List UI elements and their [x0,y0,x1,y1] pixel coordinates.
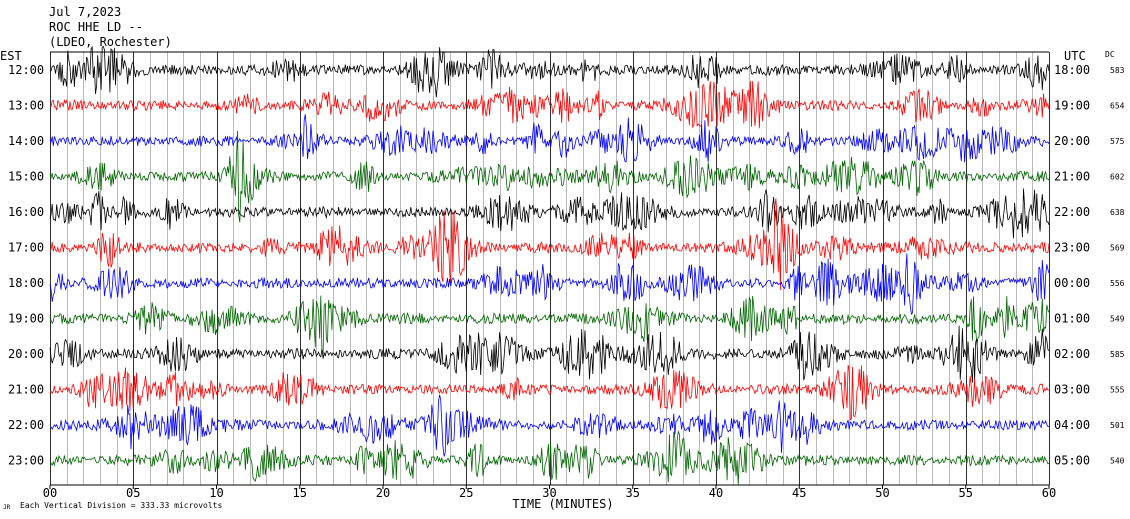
chart-grid [50,51,1050,486]
est-hour-label: 18:00 [8,276,44,290]
utc-hour-label: 03:00 [1054,383,1090,397]
est-hour-label: 23:00 [8,454,44,468]
utc-label: UTC [1064,49,1086,63]
dc-value-label: 602 [1110,173,1125,182]
corner-mark: JR [3,504,11,511]
est-label: EST [0,49,22,63]
trace-2000 [49,325,1050,383]
x-axis-ticks: 00 05 10 15 20 25 30 35 40 45 50 55 60 [43,485,1056,500]
dc-value-label: 638 [1110,208,1125,217]
est-hour-label: 15:00 [8,170,44,184]
x-tick-label: 45 [792,486,806,500]
x-tick-label: 60 [1042,486,1056,500]
est-hour-label: 12:00 [8,63,44,77]
trace-1900 [49,295,1050,354]
x-tick-label: 05 [126,486,140,500]
utc-hour-label: 02:00 [1054,347,1090,361]
trace-1200 [49,45,1050,98]
utc-hour-label: 00:00 [1054,276,1090,290]
x-tick-label: 10 [209,486,223,500]
utc-hour-label: 04:00 [1054,418,1090,432]
trace-1400 [49,114,1050,163]
trace-1800 [49,253,1050,315]
x-axis-label: TIME (MINUTES) [512,497,613,511]
utc-hour-label: 01:00 [1054,312,1090,326]
x-tick-label: 55 [959,486,973,500]
trace-2300 [49,429,1050,485]
trace-group [49,45,1050,485]
dc-value-label: 556 [1110,279,1125,288]
x-tick-label: 25 [459,486,473,500]
est-hour-label: 17:00 [8,241,44,255]
est-hour-label: 16:00 [8,205,44,219]
trace-1500 [49,130,1050,223]
header-date: Jul 7,2023 [49,5,121,19]
x-tick-label: 35 [626,486,640,500]
est-hour-label: 13:00 [8,99,44,113]
est-hour-label: 22:00 [8,418,44,432]
dc-value-label: 555 [1110,386,1125,395]
utc-hour-label: 21:00 [1054,170,1090,184]
x-tick-label: 50 [875,486,889,500]
dc-label: DC [1105,50,1115,59]
trace-1600 [49,188,1050,239]
row-labels: 12:00 18:00 583 13:00 19:00 654 14:00 20:00 575 1… [8,63,1125,468]
trace-1700 [49,198,1050,291]
est-hour-label: 14:00 [8,134,44,148]
dc-value-label: 549 [1110,315,1125,324]
x-tick-label: 30 [542,486,556,500]
header-station: ROC HHE LD -- [49,20,143,34]
utc-hour-label: 05:00 [1054,454,1090,468]
dc-value-label: 585 [1110,350,1125,359]
utc-hour-label: 22:00 [1054,205,1090,219]
utc-hour-label: 19:00 [1054,99,1090,113]
dc-value-label: 583 [1110,66,1125,75]
utc-hour-label: 23:00 [1054,241,1090,255]
trace-2100 [49,364,1049,421]
est-hour-label: 19:00 [8,312,44,326]
est-hour-label: 21:00 [8,383,44,397]
est-hour-label: 20:00 [8,347,44,361]
dc-value-label: 654 [1110,102,1125,111]
scale-note: Each Vertical Division = 333.33 microvol… [20,501,222,510]
utc-hour-label: 18:00 [1054,63,1090,77]
utc-hour-label: 20:00 [1054,134,1090,148]
x-tick-label: 00 [43,486,57,500]
trace-1300 [49,80,1050,129]
dc-value-label: 575 [1110,137,1125,146]
x-tick-label: 40 [709,486,723,500]
dc-value-label: 540 [1110,457,1125,466]
x-tick-label: 20 [376,486,390,500]
x-tick-label: 15 [293,486,307,500]
trace-2200 [49,394,1050,457]
header-location: (LDEO, Rochester) [49,35,172,49]
dc-value-label: 501 [1110,421,1125,430]
dc-value-label: 569 [1110,244,1125,253]
